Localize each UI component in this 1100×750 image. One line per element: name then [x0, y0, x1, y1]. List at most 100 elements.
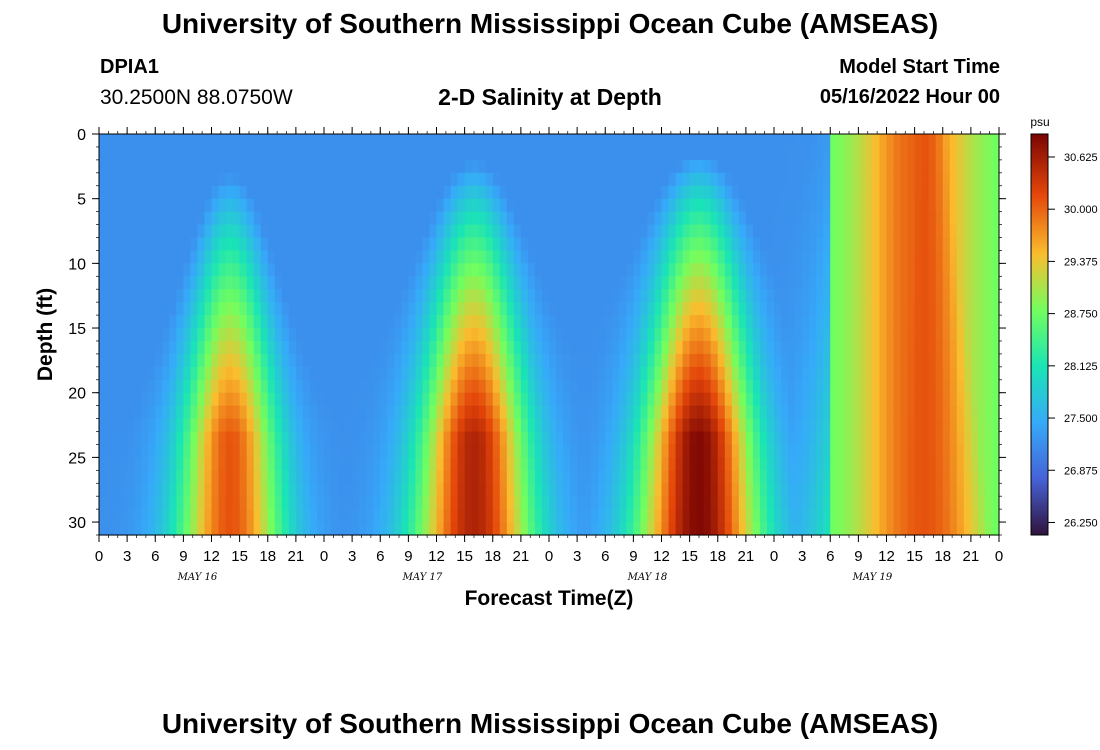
heatmap-cell — [190, 289, 199, 303]
heatmap-cell — [302, 340, 311, 355]
heatmap-cell — [738, 263, 747, 277]
heatmap-cell — [253, 185, 262, 200]
heatmap-cell — [879, 496, 888, 510]
heatmap-cell — [886, 457, 895, 471]
heatmap-cell — [204, 522, 213, 536]
heatmap-cell — [520, 237, 529, 252]
heatmap-cell — [781, 470, 789, 484]
heatmap-cell — [654, 302, 663, 316]
heatmap-cell — [155, 315, 163, 329]
heatmap-cell — [309, 276, 318, 290]
heatmap-cell — [956, 444, 965, 458]
heatmap-cell — [401, 185, 409, 200]
heatmap-cell — [408, 496, 417, 510]
heatmap-cell — [942, 172, 951, 187]
heatmap-cell — [577, 237, 585, 252]
heatmap-cell — [520, 418, 529, 433]
heatmap-cell — [823, 146, 831, 161]
heatmap-cell — [717, 289, 726, 303]
heatmap-cell — [436, 340, 445, 355]
heatmap-cell — [816, 509, 824, 523]
heatmap-cell — [900, 366, 909, 381]
heatmap-cell — [612, 509, 620, 523]
heatmap-cell — [534, 185, 543, 200]
heatmap-cell — [253, 405, 262, 420]
heatmap-cell — [872, 172, 881, 187]
heatmap-cell — [345, 366, 353, 381]
heatmap-cell — [907, 146, 916, 161]
heatmap-cell — [429, 224, 438, 239]
heatmap-cell — [345, 457, 353, 471]
heatmap-cell — [682, 289, 691, 303]
heatmap-cell — [837, 211, 845, 226]
heatmap-cell — [499, 444, 508, 458]
heatmap-cell — [661, 328, 670, 342]
heatmap-cell — [970, 483, 979, 497]
heatmap-cell — [584, 483, 592, 497]
heatmap-cell — [471, 444, 480, 458]
heatmap-cell — [401, 328, 409, 342]
heatmap-cell — [970, 392, 979, 407]
heatmap-cell — [380, 237, 388, 252]
heatmap-cell — [563, 509, 571, 523]
heatmap-cell — [598, 444, 606, 458]
heatmap-cell — [977, 224, 986, 239]
heatmap-cell — [366, 302, 374, 316]
heatmap-cell — [745, 392, 754, 407]
heatmap-cell — [556, 146, 564, 161]
heatmap-cell — [239, 470, 248, 484]
heatmap-cell — [366, 522, 374, 536]
heatmap-cell — [436, 289, 445, 303]
heatmap-cell — [380, 379, 388, 394]
heatmap-cell — [809, 509, 817, 523]
heatmap-cell — [570, 172, 578, 187]
heatmap-cell — [225, 185, 234, 200]
heatmap-cell — [717, 340, 726, 355]
heatmap-cell — [745, 315, 754, 329]
heatmap-cell — [668, 315, 677, 329]
heatmap-cell — [893, 379, 902, 394]
heatmap-cell — [942, 418, 951, 433]
heatmap-cell — [865, 522, 874, 536]
heatmap-cell — [633, 289, 642, 303]
heatmap-cell — [106, 211, 114, 226]
heatmap-cell — [851, 418, 859, 433]
heatmap-cell — [331, 263, 339, 277]
heatmap-cell — [331, 431, 339, 446]
heatmap-cell — [935, 185, 944, 200]
heatmap-cell — [471, 224, 480, 239]
heatmap-cell — [106, 444, 114, 458]
heatmap-cell — [724, 328, 733, 342]
heatmap-cell — [408, 263, 417, 277]
heatmap-cell — [865, 134, 874, 148]
heatmap-cell — [647, 146, 656, 161]
heatmap-cell — [956, 431, 965, 446]
heatmap-cell — [781, 289, 789, 303]
heatmap-cell — [879, 366, 888, 381]
heatmap-cell — [274, 146, 283, 161]
heatmap-cell — [485, 134, 494, 148]
heatmap-cell — [141, 431, 149, 446]
heatmap-cell — [225, 509, 234, 523]
heatmap-cell — [309, 289, 318, 303]
heatmap-cell — [809, 134, 817, 148]
heatmap-cell — [464, 172, 473, 187]
heatmap-cell — [766, 431, 775, 446]
heatmap-cell — [429, 392, 438, 407]
heatmap-cell — [239, 263, 248, 277]
heatmap-cell — [865, 353, 874, 368]
heatmap-cell — [731, 470, 740, 484]
heatmap-cell — [605, 353, 613, 368]
heatmap-cell — [127, 134, 135, 148]
heatmap-cell — [570, 457, 578, 471]
heatmap-cell — [935, 198, 944, 213]
heatmap-cell — [478, 289, 487, 303]
heatmap-cell — [443, 457, 452, 471]
heatmap-cell — [485, 509, 494, 523]
heatmap-cell — [239, 276, 248, 290]
heatmap-cell — [724, 431, 733, 446]
heatmap-cell — [759, 470, 768, 484]
heatmap-cell — [190, 146, 199, 161]
heatmap-cell — [928, 405, 937, 420]
heatmap-cell — [141, 444, 149, 458]
